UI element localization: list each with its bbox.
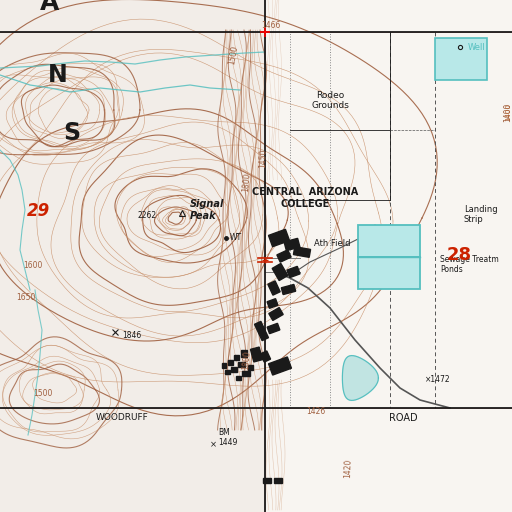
Text: 1846: 1846 [122, 331, 141, 339]
Polygon shape [242, 371, 250, 376]
Polygon shape [287, 266, 300, 278]
Text: Sewage Treatm
Ponds: Sewage Treatm Ponds [440, 254, 499, 274]
Text: 1400: 1400 [505, 103, 511, 121]
Text: CENTRAL  ARIZONA
COLLEGE: CENTRAL ARIZONA COLLEGE [252, 187, 358, 209]
Text: BM
1449: BM 1449 [218, 428, 238, 447]
Polygon shape [281, 285, 296, 294]
Bar [358, 257, 420, 289]
Text: 1450: 1450 [258, 148, 268, 168]
Polygon shape [272, 264, 288, 281]
Text: 1800: 1800 [242, 172, 252, 192]
Text: 1420: 1420 [343, 458, 353, 478]
Text: Well: Well [468, 42, 486, 52]
Text: 2262: 2262 [138, 210, 157, 220]
Text: A: A [40, 0, 60, 15]
Polygon shape [269, 357, 291, 375]
Text: 1500: 1500 [227, 45, 239, 66]
Text: 1500: 1500 [33, 389, 53, 397]
Polygon shape [267, 298, 278, 308]
Polygon shape [238, 362, 245, 367]
Text: 1600: 1600 [24, 261, 42, 269]
Polygon shape [236, 376, 241, 380]
Text: 1400: 1400 [503, 102, 512, 122]
Polygon shape [222, 363, 226, 368]
Bar [358, 225, 420, 257]
Polygon shape [254, 322, 268, 340]
Text: Landing
Strip: Landing Strip [464, 205, 498, 224]
Polygon shape [234, 355, 239, 360]
Text: 1650: 1650 [16, 293, 36, 303]
Text: WT: WT [230, 233, 242, 243]
Polygon shape [225, 370, 230, 374]
Polygon shape [269, 308, 283, 321]
Text: 1426: 1426 [306, 407, 326, 416]
Text: N: N [48, 63, 68, 87]
Polygon shape [263, 478, 271, 483]
Text: Ath Field: Ath Field [314, 240, 351, 248]
Bar [435, 38, 487, 80]
Polygon shape [241, 350, 247, 357]
Polygon shape [250, 347, 263, 362]
Polygon shape [248, 365, 253, 370]
Text: Signal
Peak: Signal Peak [190, 199, 224, 221]
Polygon shape [231, 367, 237, 372]
Bar [265, 0, 512, 512]
Text: S: S [63, 121, 80, 145]
Text: ROAD: ROAD [389, 413, 417, 423]
Polygon shape [228, 360, 233, 365]
Polygon shape [268, 229, 289, 247]
Text: 28: 28 [446, 246, 472, 264]
Polygon shape [284, 239, 300, 251]
Polygon shape [267, 324, 280, 334]
Text: Rodeo
Grounds: Rodeo Grounds [311, 91, 349, 110]
Polygon shape [293, 247, 311, 258]
Polygon shape [261, 351, 270, 362]
Text: WOODRUFF: WOODRUFF [96, 413, 148, 422]
Text: ×1472: ×1472 [425, 375, 451, 385]
Polygon shape [343, 356, 378, 400]
Text: ×: × [210, 440, 217, 449]
Polygon shape [277, 250, 291, 262]
Polygon shape [268, 281, 280, 295]
Text: 1466: 1466 [261, 22, 281, 31]
Text: 29: 29 [27, 202, 50, 220]
Polygon shape [274, 478, 282, 483]
Text: 1800: 1800 [242, 350, 252, 370]
